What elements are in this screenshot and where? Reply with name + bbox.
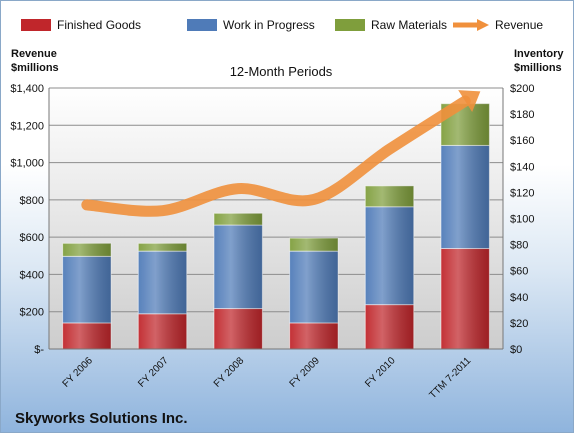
x-tick-label: FY 2009 (288, 355, 323, 390)
bar-segment-shine (213, 213, 263, 226)
bar-segment-shine (440, 145, 490, 249)
right-tick-label: $80 (510, 240, 528, 252)
legend-swatch-arrow (477, 19, 489, 31)
right-tick-label: $100 (510, 214, 534, 226)
legend-label: Raw Materials (371, 18, 447, 32)
bars (62, 103, 490, 350)
left-tick-label: $400 (20, 269, 44, 281)
left-axis-title-line1: Revenue (11, 48, 57, 60)
right-axis-title-line1: Inventory (514, 48, 564, 60)
left-tick-label: $800 (20, 195, 44, 207)
left-tick-label: $600 (20, 232, 44, 244)
x-tick-label: FY 2008 (212, 355, 247, 390)
right-tick-label: $120 (510, 187, 534, 199)
legend-label: Revenue (495, 18, 543, 32)
revenue-line-path (81, 95, 471, 217)
legend-swatch (187, 19, 217, 31)
revenue-line (81, 90, 481, 217)
legend-label: Finished Goods (57, 18, 141, 32)
right-tick-label: $160 (510, 135, 534, 147)
x-tick-label: TTM 7-2011 (428, 355, 474, 401)
bar-segment-shine (289, 322, 339, 349)
right-tick-label: $180 (510, 109, 534, 121)
bar-segment-shine (138, 251, 187, 314)
bar-segment-shine (62, 322, 112, 349)
bar-segment-shine (213, 225, 263, 309)
x-tick-label: FY 2007 (136, 355, 171, 390)
right-tick-label: $200 (510, 83, 534, 95)
bar-segment-shine (62, 243, 112, 257)
revenue-arrowhead (458, 90, 481, 113)
left-tick-label: $200 (20, 307, 44, 319)
x-tick-label: FY 2006 (61, 355, 96, 390)
bar-segment-shine (365, 206, 414, 305)
right-tick-label: $140 (510, 161, 534, 173)
bar-segment-shine (213, 308, 263, 349)
legend: Finished Goods Work in Progress Raw Materi… (21, 18, 543, 32)
bar-segment-shine (365, 304, 414, 349)
x-tick-label: FY 2010 (363, 355, 398, 390)
legend-swatch (335, 19, 365, 31)
left-tick-label: $1,000 (10, 158, 44, 170)
left-tick-label: $1,200 (10, 120, 44, 132)
legend-label: Work in Progress (223, 18, 315, 32)
right-tick-label: $20 (510, 318, 528, 330)
left-tick-label: $1,400 (10, 83, 44, 95)
plot-area (49, 88, 503, 349)
legend-swatch (21, 19, 51, 31)
right-tick-label: $40 (510, 292, 528, 304)
bar-segment-shine (365, 185, 414, 207)
left-tick-label: $- (34, 344, 44, 356)
right-axis-title-line2: $millions (514, 62, 562, 74)
bar-segment-shine (440, 248, 490, 349)
bar-segment-shine (289, 251, 339, 323)
right-tick-label: $60 (510, 266, 528, 278)
bar-segment-shine (138, 243, 187, 252)
bar-segment-shine (138, 313, 187, 349)
company-name: Skyworks Solutions Inc. (15, 410, 188, 427)
left-axis-title-line2: $millions (11, 62, 59, 74)
bar-segment-shine (289, 238, 339, 252)
bar-segment-shine (62, 256, 112, 323)
right-tick-label: $0 (510, 344, 522, 356)
chart-title: 12-Month Periods (230, 64, 333, 79)
